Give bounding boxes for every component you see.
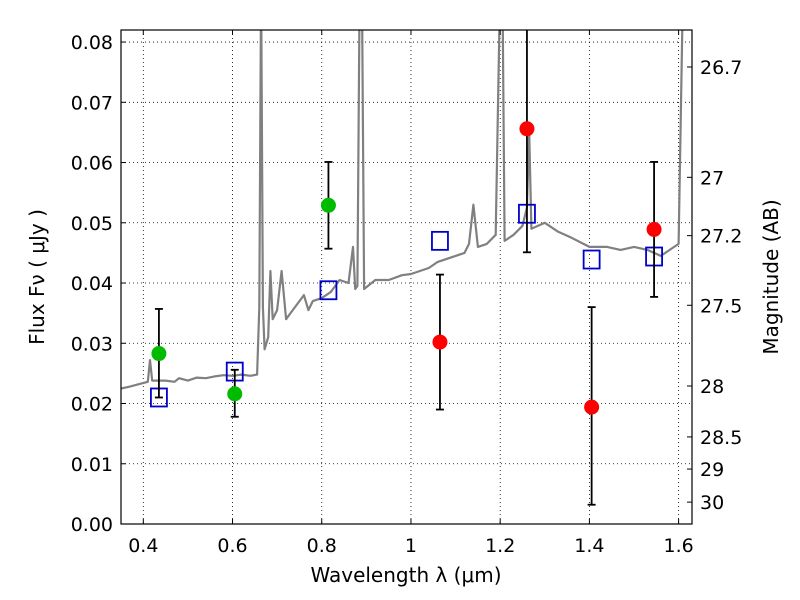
red-data-point <box>646 221 662 237</box>
right-tick-label: 26.7 <box>700 57 742 79</box>
right-tick-label: 27 <box>700 167 724 189</box>
green-data-point <box>151 346 167 362</box>
x-tick-label: 0.4 <box>128 535 158 557</box>
plot-background <box>121 30 692 524</box>
y-tick-label: 0.06 <box>71 153 113 175</box>
synthetic-photometry-point <box>431 230 449 251</box>
right-tick-label: 29 <box>700 459 724 481</box>
x-axis-title: Wavelength λ (μm) <box>310 563 501 587</box>
axes: 0.4 0.6 0.8 1 1.2 1.4 1.6 0.00 0.01 0.02 0.03 0.04 0… <box>71 30 742 557</box>
green-data-point <box>320 197 336 213</box>
y-tick-label: 0.00 <box>71 514 113 536</box>
red-data-point <box>432 334 448 350</box>
y-tick-label: 0.08 <box>71 32 113 54</box>
y-tick-label: 0.07 <box>71 92 113 114</box>
series-layer <box>121 30 684 506</box>
y-axis-title: Flux Fν ( μJy ) <box>25 209 49 345</box>
x-tick-label: 1 <box>405 535 417 557</box>
red-data-point <box>519 121 535 137</box>
red-data-point <box>584 399 600 415</box>
green-data-point <box>227 386 243 402</box>
right-tick-label: 30 <box>700 492 724 514</box>
x-tick-label: 1.2 <box>485 535 515 557</box>
synthetic-photometry-point <box>319 280 338 301</box>
model-spectrum-line <box>121 30 684 390</box>
right-tick-label: 28.5 <box>700 427 742 449</box>
plot-frame <box>120 29 693 525</box>
right-axis-title: Magnitude (AB) <box>759 199 783 354</box>
right-tick-label: 28 <box>700 376 724 398</box>
y-tick-label: 0.01 <box>71 454 113 476</box>
right-tick-label: 27.2 <box>700 226 742 248</box>
y-tick-label: 0.04 <box>71 273 113 295</box>
x-tick-label: 0.6 <box>217 535 247 557</box>
x-tick-label: 0.8 <box>307 535 337 557</box>
y-tick-label: 0.05 <box>71 213 113 235</box>
y-tick-label: 0.03 <box>71 333 113 355</box>
right-tick-label: 27.5 <box>700 295 742 317</box>
synthetic-photometry-point <box>582 249 601 270</box>
x-tick-label: 1.6 <box>664 535 694 557</box>
x-tick-label: 1.4 <box>574 535 604 557</box>
y-tick-label: 0.02 <box>71 394 113 416</box>
